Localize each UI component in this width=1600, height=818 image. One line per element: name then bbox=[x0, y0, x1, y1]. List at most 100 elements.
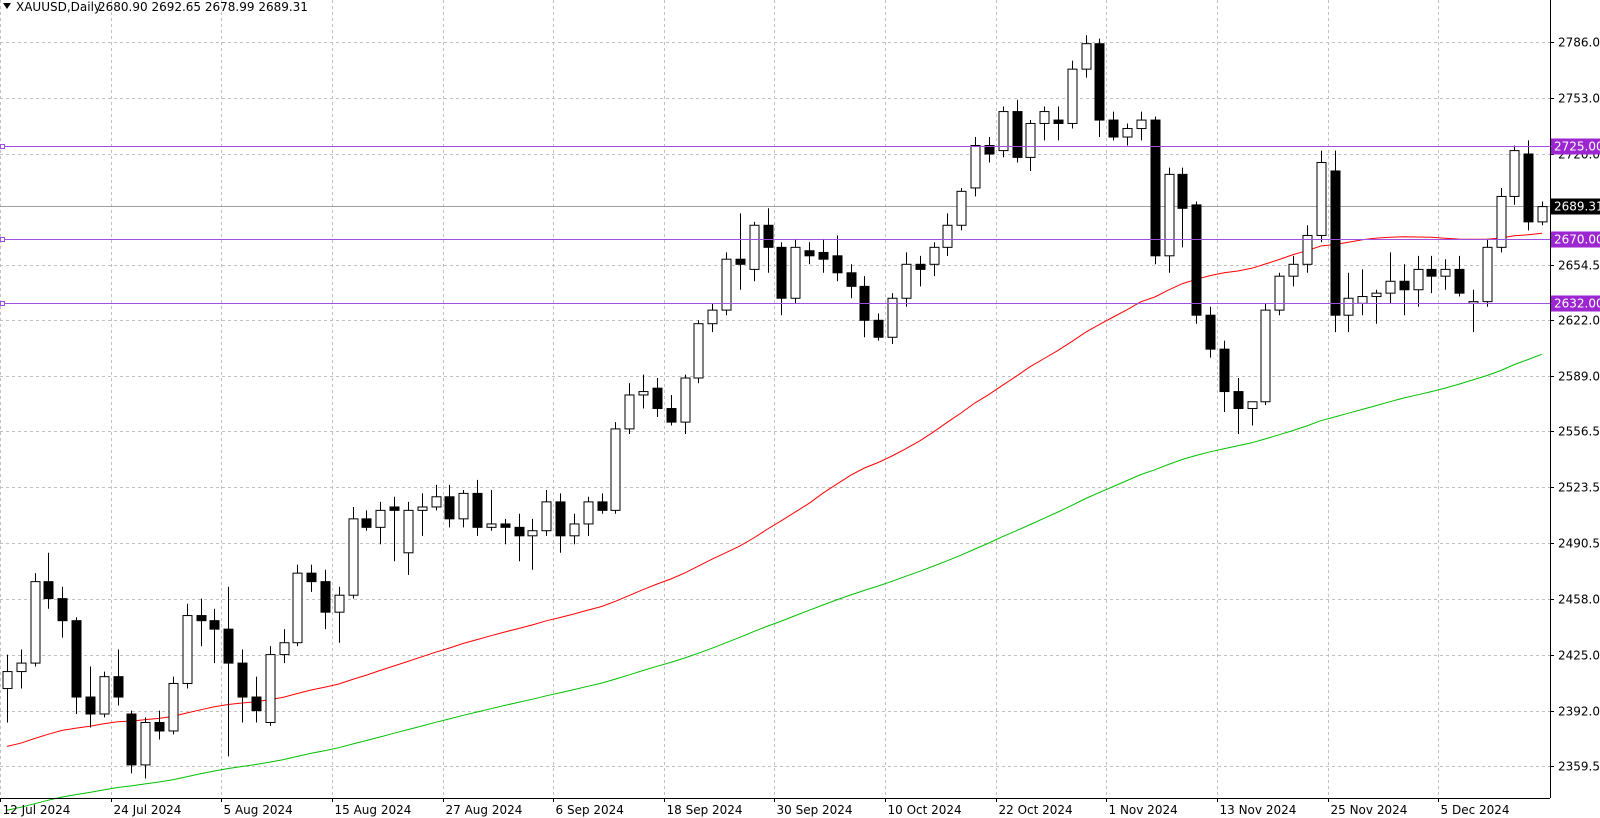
level-handle[interactable] bbox=[0, 301, 5, 306]
candle-body-bear bbox=[209, 620, 220, 630]
candle bbox=[1482, 238, 1493, 307]
candle bbox=[514, 513, 525, 562]
candle bbox=[1399, 264, 1410, 316]
candle bbox=[1067, 60, 1078, 129]
candlestick-series bbox=[2, 35, 1548, 779]
level-price-tag bbox=[1551, 138, 1600, 155]
candle-body-bull bbox=[1371, 292, 1382, 298]
candle bbox=[749, 221, 760, 282]
candle-body-bear bbox=[818, 251, 829, 260]
candle-body-bull bbox=[140, 721, 151, 766]
candle-body-bear bbox=[514, 526, 525, 537]
y-tick-label: 2654.50 bbox=[1558, 259, 1600, 273]
candle bbox=[168, 676, 179, 735]
candle bbox=[1136, 111, 1147, 141]
candle bbox=[126, 710, 137, 774]
candle bbox=[721, 252, 732, 316]
candle bbox=[970, 137, 981, 197]
level-handle[interactable] bbox=[0, 144, 5, 149]
x-tick-label: 13 Nov 2024 bbox=[1220, 803, 1297, 817]
y-tick-label: 2458.00 bbox=[1558, 593, 1600, 607]
candle-body-bear bbox=[597, 501, 608, 511]
candle-body-bear bbox=[251, 696, 262, 712]
candle bbox=[998, 106, 1009, 158]
candle-body-bear bbox=[43, 581, 54, 600]
candle-body-bull bbox=[1136, 119, 1147, 130]
candle bbox=[1039, 106, 1050, 141]
candle-body-bull bbox=[721, 258, 732, 311]
candle bbox=[320, 569, 331, 630]
candle-body-bull bbox=[334, 594, 345, 613]
candle-body-bull bbox=[403, 509, 414, 554]
candle-body-bear bbox=[776, 246, 787, 299]
candle-body-bull bbox=[30, 581, 41, 664]
chart-grid bbox=[0, 0, 1550, 798]
candle bbox=[735, 213, 746, 290]
candle-body-bull bbox=[680, 377, 691, 423]
candle-body-bear bbox=[85, 696, 96, 715]
x-tick-label: 22 Oct 2024 bbox=[999, 803, 1073, 817]
candle bbox=[597, 493, 608, 514]
candle bbox=[1413, 255, 1424, 307]
candle-body-bear bbox=[472, 492, 483, 528]
candle-body-bear bbox=[1219, 348, 1230, 393]
candle bbox=[818, 238, 829, 273]
candle-body-bear bbox=[1012, 111, 1023, 158]
candle bbox=[1094, 38, 1105, 138]
candle-body-bear bbox=[196, 615, 207, 622]
candle bbox=[610, 422, 621, 514]
candle bbox=[113, 649, 124, 706]
candle bbox=[458, 490, 469, 528]
candle-body-bull bbox=[610, 428, 621, 511]
candle bbox=[196, 598, 207, 647]
candle-body-bear bbox=[361, 518, 372, 528]
candle bbox=[182, 603, 193, 689]
candle-body-bull bbox=[998, 111, 1009, 152]
candle-body-bull bbox=[1509, 150, 1520, 197]
x-axis-ticks: 12 Jul 2024 24 Jul 2024 5 Aug 2024 15 Aug 2… bbox=[0, 798, 1510, 817]
candle-body-bull bbox=[887, 297, 898, 338]
candle bbox=[486, 490, 497, 531]
candle-body-bear bbox=[57, 598, 68, 622]
level-handle[interactable] bbox=[0, 237, 5, 242]
x-tick-label: 1 Nov 2024 bbox=[1109, 803, 1178, 817]
candle-body-bull bbox=[1302, 234, 1313, 265]
candle bbox=[638, 374, 649, 409]
candle bbox=[140, 717, 151, 779]
candle-body-bull bbox=[279, 642, 290, 656]
candle bbox=[1260, 303, 1271, 406]
candle bbox=[334, 586, 345, 643]
candle-body-bull bbox=[2, 671, 13, 690]
candle bbox=[1302, 225, 1313, 273]
candle-body-bull bbox=[1343, 297, 1354, 316]
x-tick-label: 18 Sep 2024 bbox=[667, 803, 743, 817]
horizontal-levels[interactable] bbox=[0, 144, 1550, 306]
candle-body-bull bbox=[1067, 68, 1078, 124]
candle bbox=[1205, 306, 1216, 358]
candle-body-bear bbox=[154, 721, 165, 732]
candle-body-bear bbox=[735, 258, 746, 265]
candle-body-bear bbox=[1177, 173, 1188, 209]
candle-body-bear bbox=[237, 662, 248, 698]
candle bbox=[901, 252, 912, 307]
candle-body-bear bbox=[1094, 43, 1105, 121]
candle bbox=[292, 564, 303, 647]
candle bbox=[431, 484, 442, 511]
candle bbox=[1371, 289, 1382, 324]
y-tick-label: 2622.00 bbox=[1558, 314, 1600, 328]
candle bbox=[389, 496, 400, 562]
candle-body-bull bbox=[486, 523, 497, 528]
y-tick-label: 2753.00 bbox=[1558, 92, 1600, 106]
candle bbox=[1357, 269, 1368, 316]
candle-body-bull bbox=[16, 662, 27, 673]
candle-body-bear bbox=[1205, 314, 1216, 350]
candle bbox=[666, 394, 677, 426]
candle bbox=[1454, 255, 1465, 297]
x-tick-label: 25 Nov 2024 bbox=[1331, 803, 1408, 817]
candle-body-bear bbox=[984, 145, 995, 155]
candle-body-bull bbox=[168, 682, 179, 732]
dropdown-triangle-icon[interactable] bbox=[3, 3, 11, 9]
candle bbox=[1509, 145, 1520, 205]
candle bbox=[57, 586, 68, 638]
